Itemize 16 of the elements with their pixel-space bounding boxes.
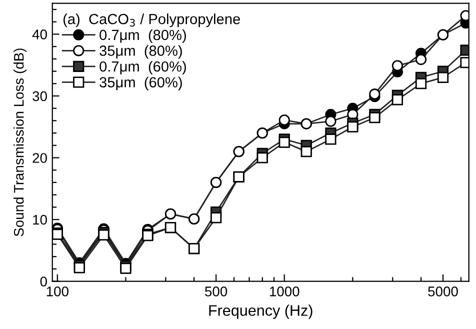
y-tick-label: 20 [32, 153, 47, 163]
x-tick-label: 100 [46, 286, 68, 296]
x-tick-label: 5000 [428, 286, 458, 296]
y-tick-label: 10 [33, 214, 47, 225]
y-tick-label: 0 [40, 276, 47, 286]
x-tick-label: 500 [205, 286, 228, 296]
y-tick-label: 40 [32, 30, 47, 40]
legend-label: 35μm (80%) [100, 45, 182, 59]
legend-label: 0.7μm (60%) [100, 60, 186, 75]
x-axis-title: Frequency (Hz) [209, 304, 312, 319]
legend-label: 0.7μm (80%) [100, 29, 186, 43]
x-tick-label: 1000 [270, 286, 300, 296]
y-tick-label: 30 [32, 91, 47, 102]
legend-label: 35μm (60%) [100, 76, 182, 90]
y-axis-title: Sound Transmission Loss (dB) [14, 48, 26, 236]
legend-title: (a) CaCO$_{3}$ / Polypropylene [63, 14, 240, 28]
